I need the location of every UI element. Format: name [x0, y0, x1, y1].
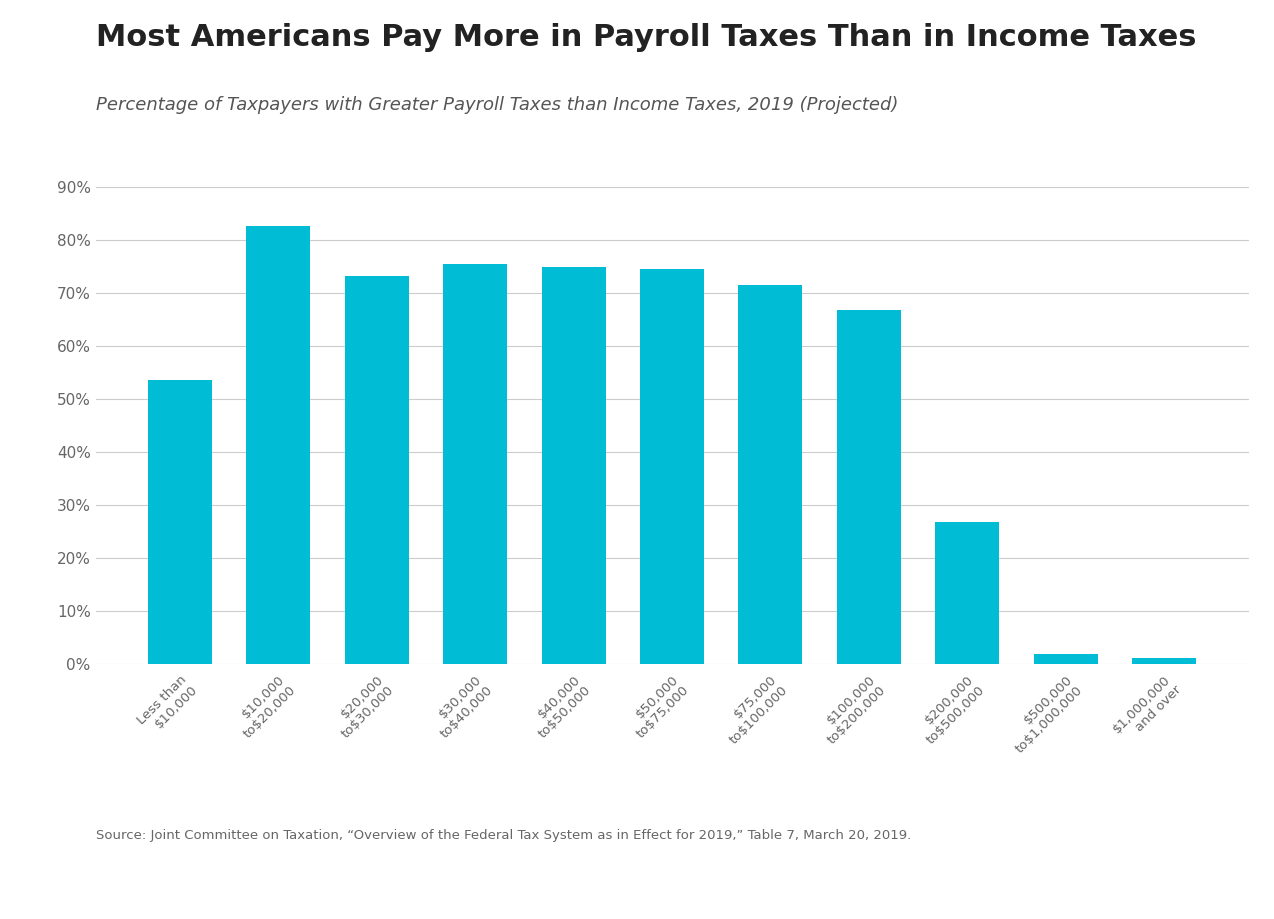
- Bar: [935, 522, 999, 664]
- Bar: [246, 226, 311, 664]
- Bar: [541, 267, 605, 664]
- Bar: [1033, 654, 1098, 664]
- Text: Percentage of Taxpayers with Greater Payroll Taxes than Income Taxes, 2019 (Proj: Percentage of Taxpayers with Greater Pay…: [96, 96, 898, 115]
- Bar: [345, 276, 409, 664]
- Bar: [739, 285, 803, 664]
- Text: TAX FOUNDATION: TAX FOUNDATION: [25, 876, 246, 896]
- Bar: [148, 380, 211, 664]
- Bar: [640, 269, 705, 664]
- Bar: [837, 311, 901, 664]
- Text: @TaxFoundation: @TaxFoundation: [1065, 876, 1249, 896]
- Bar: [443, 264, 507, 664]
- Text: Source: Joint Committee on Taxation, “Overview of the Federal Tax System as in E: Source: Joint Committee on Taxation, “Ov…: [96, 829, 911, 842]
- Bar: [1133, 657, 1196, 664]
- Text: Most Americans Pay More in Payroll Taxes Than in Income Taxes: Most Americans Pay More in Payroll Taxes…: [96, 23, 1196, 52]
